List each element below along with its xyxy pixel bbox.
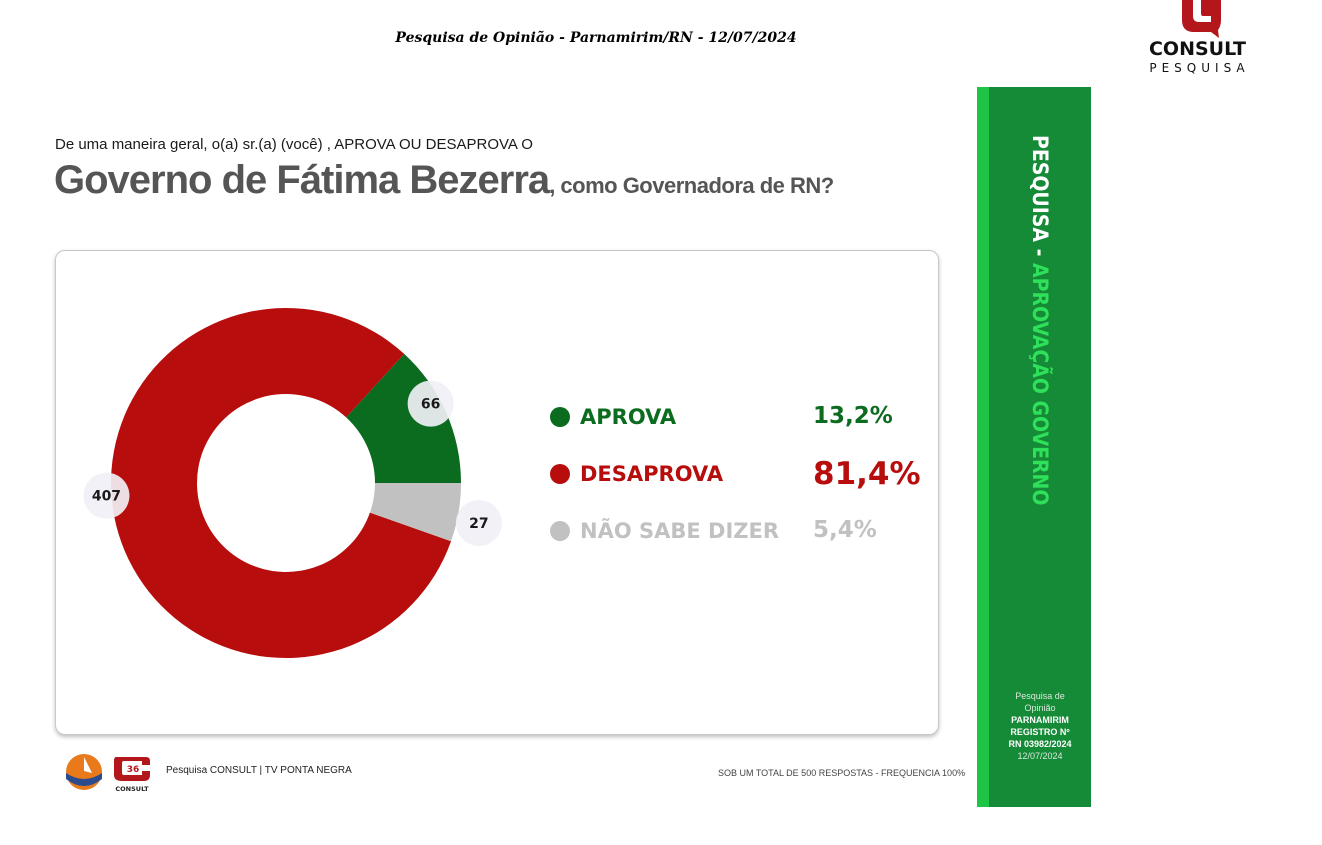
value-bubble-aprova <box>407 380 454 427</box>
side-info-line-5: RN 03982/2024 <box>1008 739 1072 749</box>
question-rest: , como Governadora de RN? <box>549 173 834 198</box>
question-heading: Governo de Fátima Bezerra, como Governad… <box>54 158 834 203</box>
side-panel-info: Pesquisa de Opinião PARNAMIRIM REGISTRO … <box>990 690 1090 762</box>
consult-logo: CONSULT PESQUISA <box>1135 0 1260 80</box>
side-info-line-4: REGISTRO Nº <box>1010 727 1070 737</box>
footer-credit: Pesquisa CONSULT | TV PONTA NEGRA <box>166 765 352 776</box>
donut-slice-aprova <box>346 353 461 483</box>
legend-label-desaprova: DESAPROVA <box>580 462 724 486</box>
tv-ponta-negra-logo <box>66 754 102 790</box>
legend-dot-nao-sabe <box>550 521 570 541</box>
side-title-part-b: APROVAÇÃO GOVERNO <box>1028 263 1052 506</box>
legend-dot-desaprova <box>550 464 570 484</box>
question-intro: De uma maneira geral, o(a) sr.(a) (você)… <box>55 136 533 153</box>
side-info-line-6: 12/07/2024 <box>1017 751 1063 761</box>
footer-logos: 36 CONSULT <box>66 754 150 793</box>
value-bubble-nao-sabe <box>455 500 502 547</box>
value-label-desaprova: 407 <box>92 489 121 505</box>
side-panel-stripe <box>977 87 989 807</box>
legend-pct-nao-sabe: 5,4% <box>813 517 877 543</box>
page-header-title: Pesquisa de Opinião - Parnamirim/RN - 12… <box>395 30 797 46</box>
legend-item-aprova: APROVA <box>550 402 676 432</box>
legend-label-nao-sabe: NÃO SABE DIZER <box>580 519 780 543</box>
side-title-part-a: PESQUISA - <box>1028 135 1052 263</box>
value-bubble-desaprova <box>83 472 130 519</box>
consult-badge-number: 36 <box>127 765 140 775</box>
value-label-nao-sabe: 27 <box>469 516 488 532</box>
consult-36-logo: 36 CONSULT <box>114 757 150 793</box>
legend-item-nao-sabe: NÃO SABE DIZER <box>550 516 779 546</box>
side-panel <box>977 87 1091 807</box>
donut-chart: 66 407 27 <box>83 308 502 658</box>
logo-brand-sub: PESQUISA <box>1149 61 1250 75</box>
consult-logo-icon <box>1182 0 1221 38</box>
side-panel-title: PESQUISA - APROVAÇÃO GOVERNO <box>1028 135 1052 505</box>
consult-footer-brand: CONSULT <box>115 785 149 793</box>
question-main: Governo de Fátima Bezerra <box>54 158 550 202</box>
side-info-line-3: PARNAMIRIM <box>1011 715 1069 725</box>
legend-pct-aprova: 13,2% <box>813 403 893 429</box>
legend-label-aprova: APROVA <box>580 405 677 429</box>
value-label-aprova: 66 <box>421 397 440 413</box>
legend-dot-aprova <box>550 407 570 427</box>
logo-brand-name: CONSULT <box>1148 38 1247 60</box>
donut-slice-nao-sabe <box>369 483 461 542</box>
donut-slice-desaprova <box>110 308 452 658</box>
footer-sample-note: SOB UM TOTAL DE 500 RESPOSTAS - FREQUENC… <box>718 768 966 778</box>
side-info-line-1: Pesquisa de <box>1015 691 1065 701</box>
legend-item-desaprova: DESAPROVA <box>550 459 723 489</box>
side-info-line-2: Opinião <box>1024 703 1056 713</box>
legend-pct-desaprova: 81,4% <box>813 456 921 492</box>
